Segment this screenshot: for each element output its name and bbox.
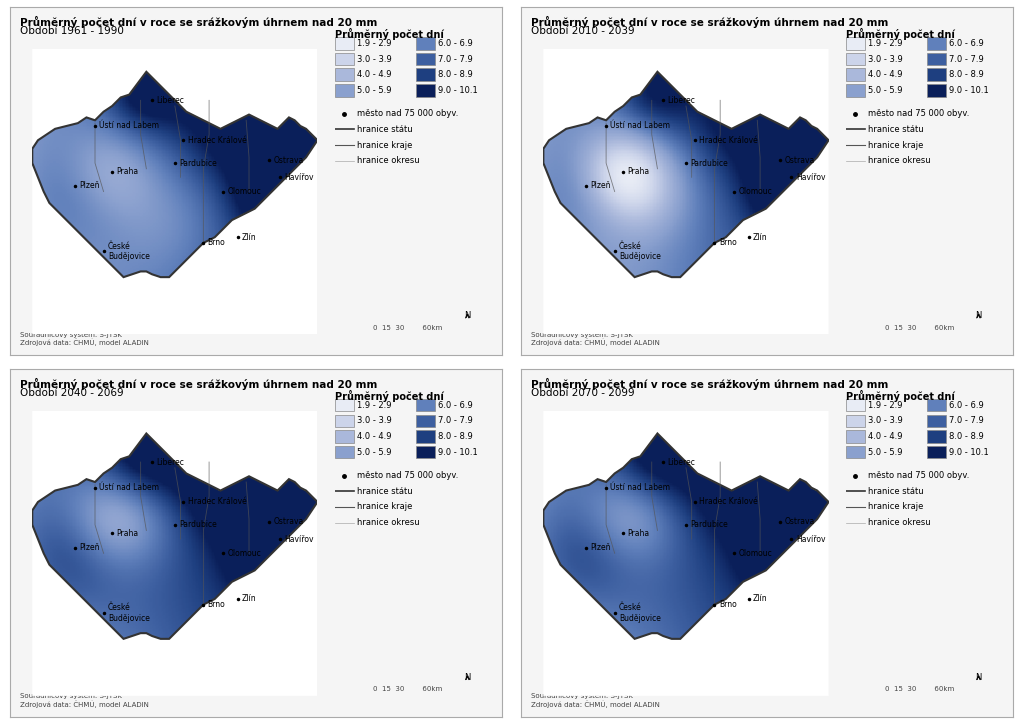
Text: Období 2040 - 2069: Období 2040 - 2069 [20, 388, 124, 398]
Text: Období 1961 - 1990: Období 1961 - 1990 [20, 26, 124, 36]
Text: N: N [464, 673, 471, 682]
Text: 0  15  30        60km: 0 15 30 60km [885, 324, 953, 331]
Text: Období 2010 - 2039: Období 2010 - 2039 [531, 26, 635, 36]
Text: N: N [975, 673, 981, 682]
Text: N: N [464, 311, 471, 320]
Text: Souřadnicový systém: S-JTSK
Zdrojová data: ČHMÚ, model ALADIN: Souřadnicový systém: S-JTSK Zdrojová dat… [20, 692, 149, 708]
Text: N: N [975, 311, 981, 320]
Text: Průměrný počet dní v roce se srážkovým úhrnem nad 20 mm: Průměrný počet dní v roce se srážkovým ú… [531, 16, 889, 28]
Text: Průměrný počet dní v roce se srážkovým úhrnem nad 20 mm: Průměrný počet dní v roce se srážkovým ú… [20, 16, 377, 28]
Text: Průměrný počet dní v roce se srážkovým úhrnem nad 20 mm: Průměrný počet dní v roce se srážkovým ú… [531, 378, 889, 390]
Text: Souřadnicový systém: S-JTSK
Zdrojová data: ČHMÚ, model ALADIN: Souřadnicový systém: S-JTSK Zdrojová dat… [20, 331, 149, 346]
Text: 0  15  30        60km: 0 15 30 60km [885, 686, 953, 692]
Text: Období 2070 - 2099: Období 2070 - 2099 [531, 388, 635, 398]
Text: 0  15  30        60km: 0 15 30 60km [373, 686, 443, 692]
Text: 0  15  30        60km: 0 15 30 60km [373, 324, 443, 331]
Text: Souřadnicový systém: S-JTSK
Zdrojová data: ČHMÚ, model ALADIN: Souřadnicový systém: S-JTSK Zdrojová dat… [531, 331, 660, 346]
Text: Souřadnicový systém: S-JTSK
Zdrojová data: ČHMÚ, model ALADIN: Souřadnicový systém: S-JTSK Zdrojová dat… [531, 692, 660, 708]
Text: Průměrný počet dní v roce se srážkovým úhrnem nad 20 mm: Průměrný počet dní v roce se srážkovým ú… [20, 378, 377, 390]
